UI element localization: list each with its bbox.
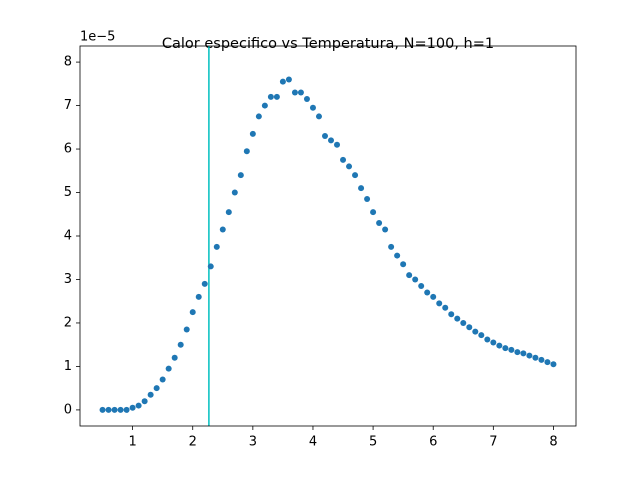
point bbox=[321, 133, 328, 139]
point bbox=[183, 326, 190, 333]
point bbox=[502, 345, 509, 352]
point bbox=[231, 189, 238, 196]
x-tick-label: 1 bbox=[128, 435, 136, 450]
point bbox=[406, 272, 413, 279]
point bbox=[454, 315, 461, 322]
point bbox=[165, 365, 172, 372]
x-tick-label: 6 bbox=[429, 435, 437, 450]
point bbox=[237, 172, 244, 179]
y-tick-label: 5 bbox=[64, 185, 72, 200]
point bbox=[207, 263, 214, 270]
point bbox=[111, 406, 118, 413]
point bbox=[496, 342, 503, 349]
point bbox=[303, 96, 310, 103]
x-tick-label: 4 bbox=[309, 435, 317, 450]
point bbox=[255, 113, 262, 120]
y-tick-label: 3 bbox=[64, 272, 72, 287]
point bbox=[129, 404, 136, 411]
point bbox=[538, 356, 545, 363]
point bbox=[412, 276, 419, 283]
point bbox=[171, 354, 178, 361]
point bbox=[442, 304, 449, 311]
point bbox=[105, 406, 112, 413]
y-tick-label: 6 bbox=[64, 142, 72, 157]
point bbox=[436, 300, 443, 307]
point bbox=[352, 172, 359, 179]
point bbox=[213, 243, 220, 250]
point bbox=[370, 209, 377, 216]
point bbox=[520, 350, 527, 357]
point bbox=[460, 319, 467, 326]
point bbox=[261, 102, 268, 109]
point bbox=[177, 341, 184, 348]
point bbox=[430, 293, 437, 300]
point bbox=[466, 324, 473, 331]
point bbox=[472, 328, 479, 335]
point bbox=[376, 219, 383, 226]
y-tick-label: 0 bbox=[64, 402, 72, 417]
point bbox=[526, 352, 533, 359]
point bbox=[448, 311, 455, 318]
point bbox=[400, 261, 407, 268]
point bbox=[514, 349, 521, 356]
point bbox=[201, 280, 208, 287]
point bbox=[364, 196, 371, 203]
point bbox=[135, 402, 142, 409]
point bbox=[418, 283, 425, 289]
point bbox=[285, 76, 292, 83]
point bbox=[382, 226, 389, 233]
point bbox=[117, 406, 124, 413]
point bbox=[195, 293, 202, 300]
point bbox=[189, 309, 196, 316]
point bbox=[309, 104, 316, 111]
point bbox=[346, 163, 353, 170]
y-tick-label: 8 bbox=[64, 55, 72, 70]
plot-frame bbox=[79, 45, 577, 427]
point bbox=[490, 339, 497, 346]
point bbox=[99, 406, 106, 413]
point bbox=[279, 78, 286, 85]
y-offset-label: 1e−5 bbox=[80, 30, 115, 45]
point bbox=[297, 89, 304, 96]
point bbox=[424, 289, 431, 296]
point bbox=[315, 113, 322, 120]
y-tick-label: 4 bbox=[64, 229, 72, 244]
point bbox=[388, 243, 395, 250]
y-tick-label: 7 bbox=[64, 98, 72, 113]
x-tick-label: 5 bbox=[369, 435, 377, 450]
point bbox=[225, 209, 232, 216]
y-tick-label: 1 bbox=[64, 359, 72, 374]
point bbox=[544, 359, 551, 366]
x-tick-label: 2 bbox=[189, 435, 197, 450]
point bbox=[334, 141, 341, 148]
point bbox=[141, 398, 148, 405]
point bbox=[243, 148, 250, 155]
point bbox=[358, 185, 365, 192]
point bbox=[532, 354, 539, 361]
point bbox=[249, 130, 256, 137]
chart-title: Calor especifico vs Temperatura, N=100, … bbox=[162, 36, 494, 52]
x-tick-label: 7 bbox=[489, 435, 497, 450]
point bbox=[273, 93, 280, 100]
point bbox=[153, 385, 160, 392]
point bbox=[328, 137, 335, 144]
point bbox=[291, 89, 298, 96]
x-tick-label: 3 bbox=[249, 435, 257, 450]
point bbox=[394, 252, 401, 259]
point bbox=[159, 376, 166, 383]
point bbox=[340, 156, 347, 163]
point bbox=[267, 93, 274, 100]
point bbox=[147, 391, 154, 398]
point bbox=[508, 346, 515, 353]
point bbox=[550, 361, 557, 368]
point bbox=[123, 406, 130, 413]
point bbox=[484, 336, 491, 343]
point bbox=[478, 332, 485, 339]
x-tick-label: 8 bbox=[549, 435, 557, 450]
point bbox=[219, 226, 226, 233]
y-tick-label: 2 bbox=[64, 315, 72, 330]
